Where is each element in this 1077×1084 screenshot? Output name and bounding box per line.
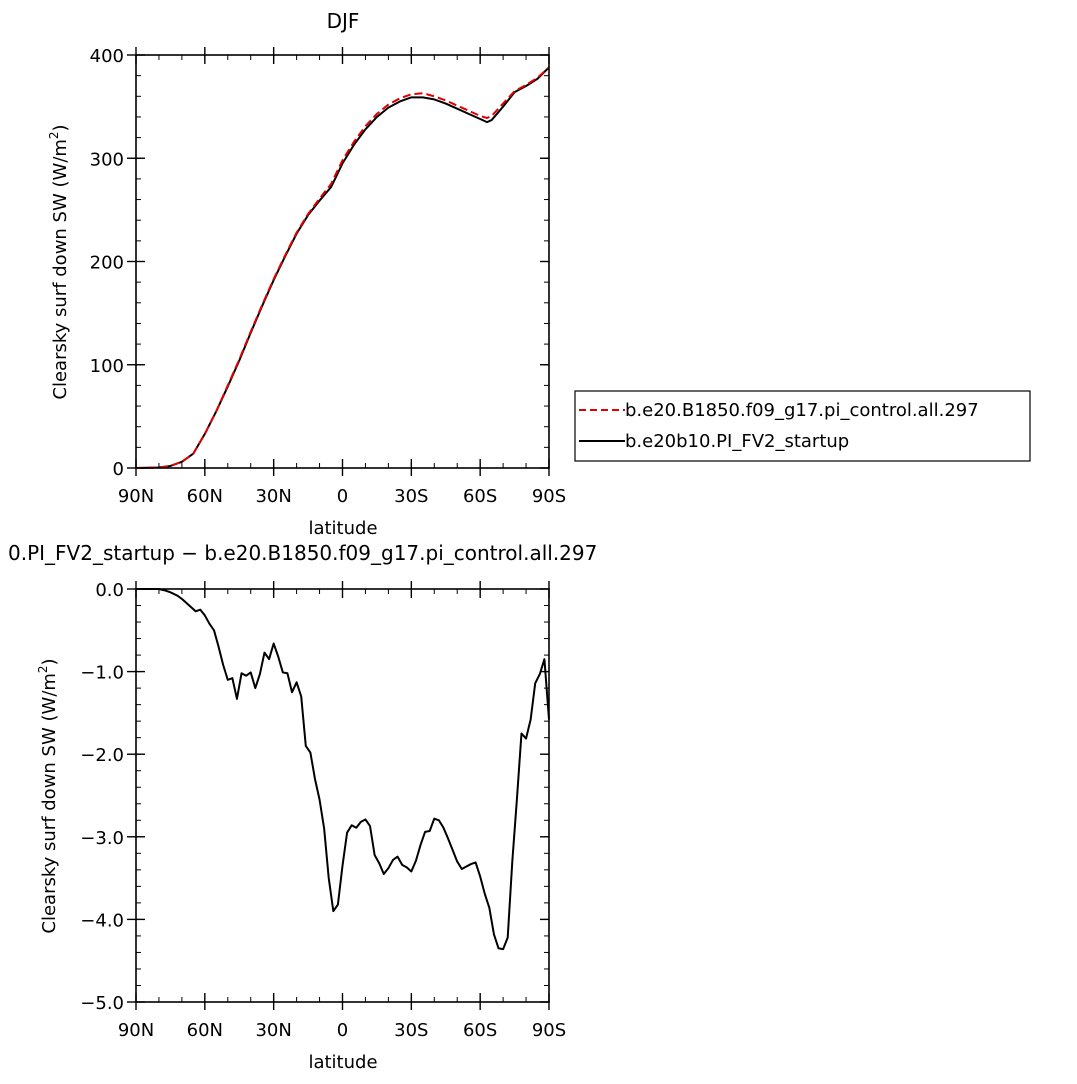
x-tick-label: 90S xyxy=(532,1020,566,1041)
panel-top-plot-frame xyxy=(135,54,550,469)
legend-label-series-1: b.e20.B1850.f09_g17.pi_control.all.297 xyxy=(625,400,979,421)
x-tick-label: 90N xyxy=(118,486,154,507)
y-tick-label: −5.0 xyxy=(80,993,124,1014)
panel-bottom-xlabel: latitude xyxy=(308,1052,377,1073)
panel-top-ylabel: Clearsky surf down SW (W/m2) xyxy=(47,124,71,399)
panel-top-x-tick-labels: 90N 60N 30N 0 30S 60S 90S xyxy=(118,486,566,507)
series-line-1 xyxy=(135,66,550,469)
y-tick-label: 0.0 xyxy=(95,580,124,601)
x-tick-label: 30N xyxy=(255,486,291,507)
panel-bottom-ticks xyxy=(127,581,550,1010)
x-tick-label: 0 xyxy=(337,486,348,507)
legend-label-series-2: b.e20b10.PI_FV2_startup xyxy=(625,431,849,452)
x-tick-label: 90N xyxy=(118,1020,154,1041)
y-tick-label: −1.0 xyxy=(80,663,124,684)
x-tick-label: 60N xyxy=(187,1020,223,1041)
x-tick-label: 30S xyxy=(394,1020,428,1041)
x-tick-label: 60S xyxy=(463,1020,497,1041)
legend-box xyxy=(574,390,1031,462)
panel-bottom-series xyxy=(136,588,550,951)
x-tick-label: 60N xyxy=(187,486,223,507)
panel-bottom-title: 0.PI_FV2_startup − b.e20.B1850.f09_g17.p… xyxy=(8,541,597,565)
panel-top-xlabel: latitude xyxy=(308,518,377,539)
y-tick-label: 0 xyxy=(113,459,124,480)
x-tick-label: 60S xyxy=(463,486,497,507)
series-line-1 xyxy=(136,588,550,951)
panel-bottom-plot-frame xyxy=(135,588,550,1003)
panel-top-series xyxy=(135,66,550,469)
x-tick-label: 90S xyxy=(532,486,566,507)
y-tick-label: 300 xyxy=(90,149,124,170)
y-tick-label: −4.0 xyxy=(80,910,124,931)
legend: b.e20.B1850.f09_g17.pi_control.all.297 b… xyxy=(574,390,1031,462)
x-tick-label: 30S xyxy=(394,486,428,507)
panel-bottom-ylabel: Clearsky surf down SW (W/m2) xyxy=(36,658,60,933)
y-tick-label: 400 xyxy=(90,46,124,67)
y-tick-label: −3.0 xyxy=(80,828,124,849)
y-tick-label: −2.0 xyxy=(80,745,124,766)
panel-top-ticks xyxy=(127,47,550,476)
panel-bottom-y-tick-labels: 0.0 −1.0 −2.0 −3.0 −4.0 −5.0 xyxy=(80,580,124,1014)
y-tick-label: 200 xyxy=(90,253,124,274)
x-tick-label: 30N xyxy=(255,1020,291,1041)
y-tick-label: 100 xyxy=(90,356,124,377)
panel-top-title: DJF xyxy=(327,9,360,33)
panel-bottom: 0.PI_FV2_startup − b.e20.B1850.f09_g17.p… xyxy=(8,541,597,1073)
panel-top: DJF Clearsky surf down SW (W/m2) 0 100 200… xyxy=(47,9,1031,539)
x-tick-label: 0 xyxy=(337,1020,348,1041)
series-line-2 xyxy=(135,66,550,469)
panel-top-y-tick-labels: 0 100 200 300 400 xyxy=(90,46,124,480)
panel-bottom-x-tick-labels: 90N 60N 30N 0 30S 60S 90S xyxy=(118,1020,566,1041)
